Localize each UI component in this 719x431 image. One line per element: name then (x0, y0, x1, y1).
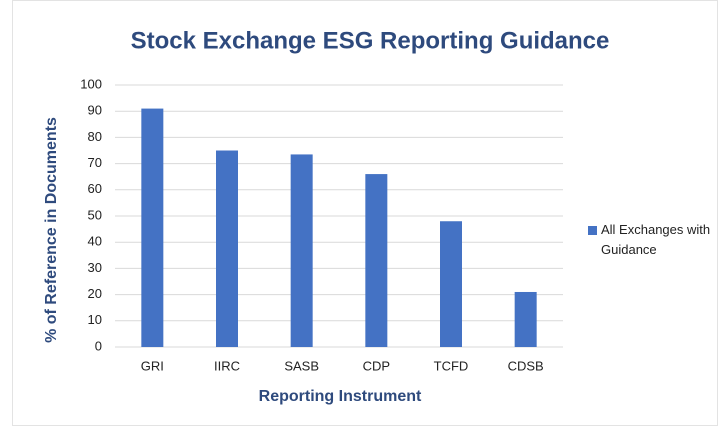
bar (440, 221, 462, 347)
y-tick-label: 0 (95, 338, 102, 353)
y-axis-label: % of Reference in Documents (43, 117, 60, 343)
y-tick-label: 100 (80, 76, 102, 91)
y-tick-label: 20 (88, 286, 102, 301)
bar (141, 108, 164, 347)
y-tick-label: 80 (88, 129, 102, 144)
x-tick-label: IIRC (214, 358, 240, 373)
bar (365, 174, 388, 347)
x-tick-label: SASB (284, 358, 319, 373)
bar (290, 154, 313, 347)
x-tick-label: TCFD (434, 358, 469, 373)
chart-border (12, 0, 718, 426)
x-axis-label: Reporting Instrument (259, 388, 422, 405)
bar (216, 150, 238, 347)
chart-title: Stock Exchange ESG Reporting Guidance (131, 27, 610, 54)
y-tick-label: 50 (88, 207, 102, 222)
legend-label: All Exchanges with Guidance (601, 222, 711, 257)
y-tick-label: 30 (88, 260, 102, 275)
y-tick-label: 10 (88, 312, 102, 327)
bar (514, 291, 537, 347)
legend-swatch (588, 226, 597, 235)
y-tick-label: 60 (88, 181, 102, 196)
y-tick-label: 70 (88, 155, 102, 170)
y-tick-label: 40 (88, 234, 102, 249)
y-tick-label: 90 (88, 103, 102, 118)
x-tick-label: CDSB (508, 358, 544, 373)
x-tick-label: CDP (363, 358, 390, 373)
x-tick-label: GRI (141, 358, 164, 373)
